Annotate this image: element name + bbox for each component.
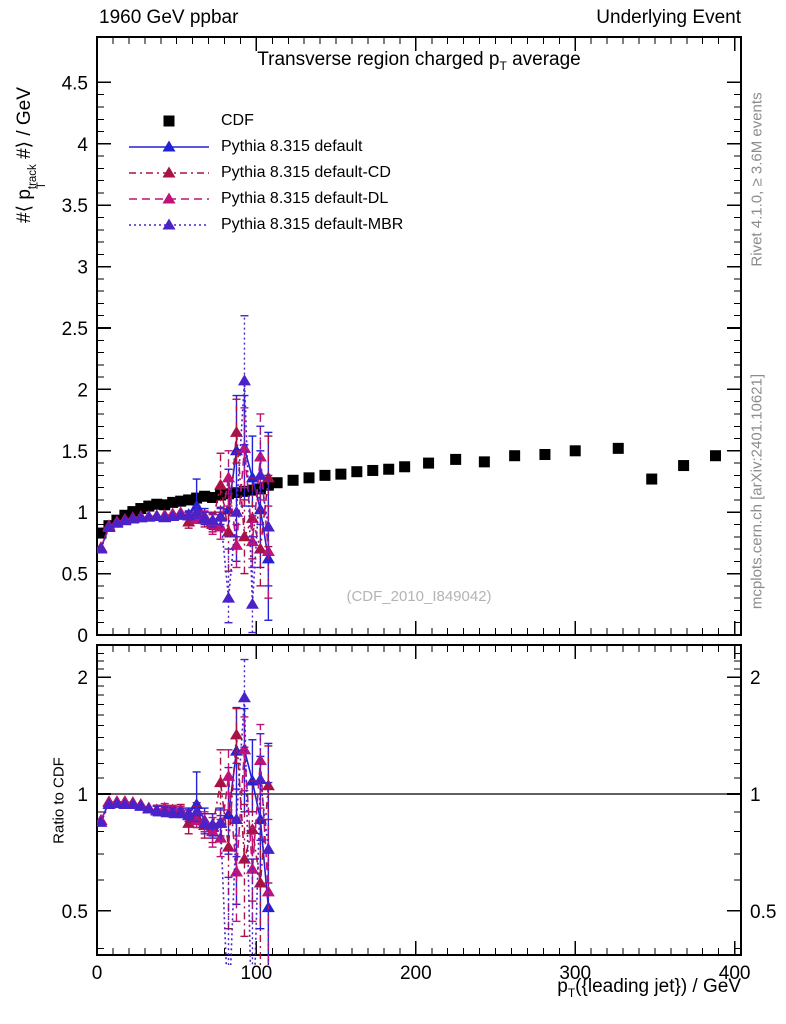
- legend-entry-pythia-default-cd: Pythia 8.315 default-CD: [126, 160, 403, 186]
- svg-text:200: 200: [400, 963, 432, 984]
- plot-title: Transverse region charged pT average: [257, 49, 581, 73]
- svg-text:3.5: 3.5: [62, 196, 88, 217]
- svg-text:2.5: 2.5: [62, 319, 88, 340]
- svg-text:2: 2: [77, 380, 88, 401]
- legend: CDF Pythia 8.315 default Pythia 8.315 defa…: [126, 108, 403, 238]
- legend-label: CDF: [221, 112, 254, 129]
- legend-label: Pythia 8.315 default-CD: [221, 164, 391, 181]
- svg-text:0: 0: [92, 963, 103, 984]
- legend-entry-pythia-default-mbr: Pythia 8.315 default-MBR: [126, 212, 403, 238]
- legend-label: Pythia 8.315 default-DL: [221, 190, 389, 207]
- svg-text:0.5: 0.5: [62, 565, 88, 586]
- beam-energy-label: 1960 GeV ppbar: [99, 7, 239, 28]
- legend-entry-cdf: CDF: [126, 108, 403, 134]
- main-y-axis-title: #⟨ p track T #⟩ / GeV: [14, 87, 48, 223]
- triangle-marker-icon: [129, 192, 209, 204]
- analysis-id-watermark: (CDF_2010_I849042): [346, 588, 492, 605]
- svg-text:1: 1: [750, 785, 761, 806]
- legend-entry-pythia-default-dl: Pythia 8.315 default-DL: [126, 186, 403, 212]
- svg-text:0: 0: [77, 626, 88, 647]
- svg-text:1: 1: [77, 503, 88, 524]
- triangle-marker-icon: [129, 166, 209, 178]
- svg-text:4.5: 4.5: [62, 73, 88, 94]
- legend-entry-pythia-default: Pythia 8.315 default: [126, 134, 403, 160]
- x-axis-title: pT({leading jet}) / GeV: [557, 976, 741, 1000]
- rivet-version-caption: Rivet 4.1.0, ≥ 3.6M events: [748, 92, 766, 267]
- mcplots-arxiv-caption: mcplots.cern.ch [arXiv:2401.10621]: [748, 373, 766, 610]
- svg-text:2: 2: [77, 668, 88, 689]
- square-marker-icon: [163, 115, 175, 127]
- svg-text:1: 1: [77, 785, 88, 806]
- svg-text:0.5: 0.5: [750, 902, 776, 923]
- svg-text:2: 2: [750, 668, 761, 689]
- svg-text:4: 4: [77, 135, 88, 156]
- svg-text:100: 100: [241, 963, 273, 984]
- legend-label: Pythia 8.315 default-MBR: [221, 216, 404, 233]
- svg-text:0.5: 0.5: [62, 902, 88, 923]
- analysis-group-label: Underlying Event: [596, 7, 741, 28]
- triangle-marker-icon: [129, 218, 209, 230]
- svg-text:3: 3: [77, 258, 88, 279]
- svg-text:400: 400: [719, 963, 751, 984]
- svg-text:1.5: 1.5: [62, 442, 88, 463]
- legend-label: Pythia 8.315 default: [221, 138, 363, 155]
- ratio-y-axis-title: Ratio to CDF: [50, 757, 68, 844]
- svg-text:300: 300: [559, 963, 591, 984]
- triangle-marker-icon: [129, 140, 209, 152]
